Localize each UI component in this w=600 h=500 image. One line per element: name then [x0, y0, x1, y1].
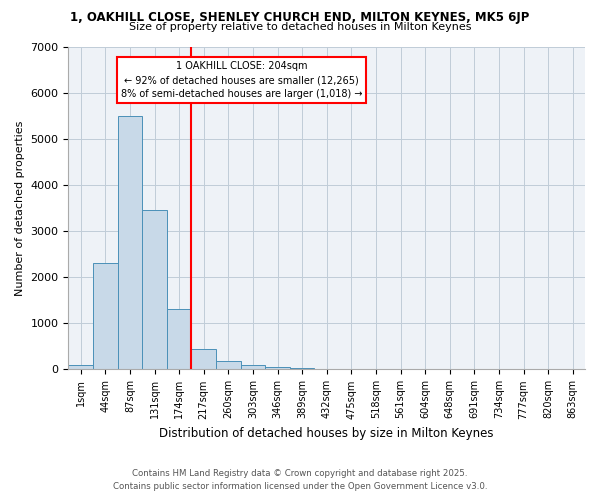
Bar: [191, 348, 216, 370]
Bar: [118, 116, 142, 370]
Bar: [167, 310, 191, 370]
Text: Size of property relative to detached houses in Milton Keynes: Size of property relative to detached ho…: [129, 22, 471, 32]
Y-axis label: Number of detached properties: Number of detached properties: [15, 120, 25, 296]
Text: 1 OAKHILL CLOSE: 204sqm
← 92% of detached houses are smaller (12,265)
8% of semi: 1 OAKHILL CLOSE: 204sqm ← 92% of detache…: [121, 61, 362, 99]
Bar: [265, 367, 290, 370]
Text: 1, OAKHILL CLOSE, SHENLEY CHURCH END, MILTON KEYNES, MK5 6JP: 1, OAKHILL CLOSE, SHENLEY CHURCH END, MI…: [70, 11, 530, 24]
Bar: [142, 210, 167, 370]
Bar: [93, 264, 118, 370]
Text: Contains HM Land Registry data © Crown copyright and database right 2025.
Contai: Contains HM Land Registry data © Crown c…: [113, 470, 487, 491]
Bar: [290, 368, 314, 370]
Bar: [216, 362, 241, 370]
Bar: [241, 365, 265, 370]
Bar: [68, 365, 93, 370]
X-axis label: Distribution of detached houses by size in Milton Keynes: Distribution of detached houses by size …: [160, 427, 494, 440]
